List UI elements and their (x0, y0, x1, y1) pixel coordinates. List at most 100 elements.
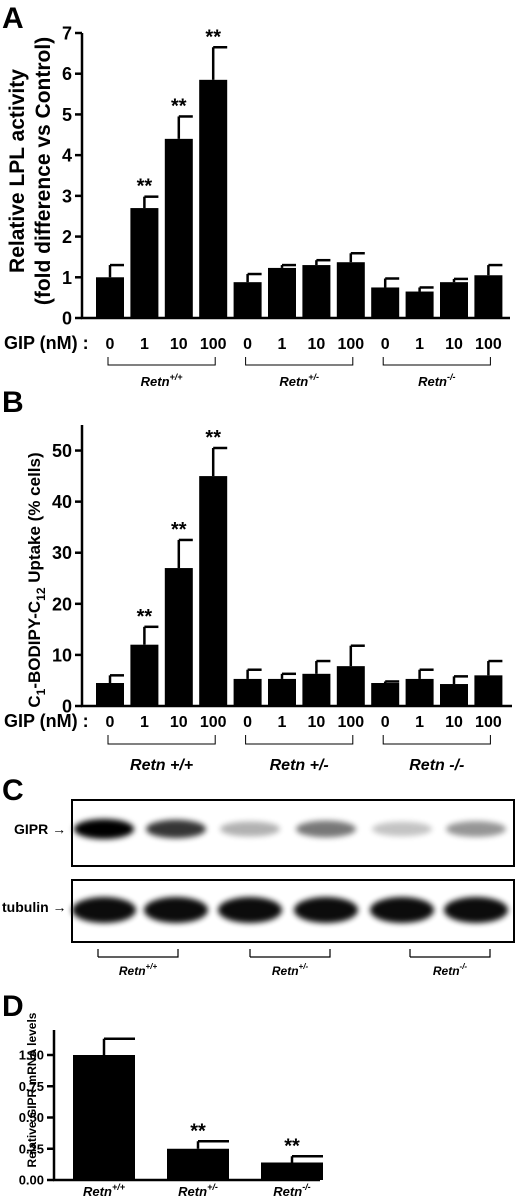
y-tick-label: 40 (52, 492, 72, 512)
chart-d: Relative GIPR mRNA levels 0.000.250.500.… (19, 1012, 323, 1199)
group-bracket (409, 949, 491, 958)
gipr-band (220, 821, 280, 837)
group-bracket (249, 949, 331, 958)
blot-gipr-frame (71, 799, 515, 867)
blot-label-gipr: GIPR → (14, 821, 66, 837)
tubulin-band (444, 897, 508, 923)
gipr-band (146, 819, 206, 839)
panel-letter-c: C (2, 774, 24, 807)
blot-groups: Retn+/+ Retn+/- Retn-/- (97, 949, 491, 978)
bar (268, 678, 296, 706)
chart-b-x-prefix: GIP (nM) : (4, 711, 89, 731)
x-category-label: 10 (308, 336, 326, 353)
gipr-band (74, 819, 134, 839)
chart-a: Relative LPL activity (fold difference v… (4, 23, 510, 389)
significance-mark: ** (137, 606, 153, 628)
y-tick-label: 7 (62, 23, 72, 43)
x-category-label: Retn-/- (273, 1182, 310, 1199)
x-category-label: Retn+/+ (83, 1182, 126, 1199)
bar (73, 1055, 135, 1180)
bar (233, 282, 262, 318)
bar (199, 476, 228, 706)
group-label: Retn +/- (270, 757, 329, 774)
tubulin-band (218, 897, 282, 923)
chart-b: C1-BODIPY-C12 Uptake (% cells) 010203040… (4, 425, 512, 774)
x-category-label: 0 (381, 336, 390, 353)
bar (199, 79, 228, 318)
bar (302, 265, 331, 318)
tubulin-band (294, 897, 358, 923)
gipr-band (446, 821, 506, 837)
bar (96, 683, 124, 706)
significance-mark: ** (284, 1135, 300, 1157)
significance-mark: ** (171, 95, 187, 117)
group-label: Retn -/- (409, 757, 464, 774)
y-tick-label: 20 (52, 594, 72, 614)
blot-label-tubulin: tubulin → (2, 899, 67, 915)
chart-a-x-prefix: GIP (nM) : (4, 333, 89, 353)
y-tick-label: 1.00 (19, 1048, 44, 1063)
x-category-label: 1 (140, 714, 149, 731)
chart-a-ylabel-line1: Relative LPL activity (6, 69, 29, 273)
bar (474, 275, 503, 318)
chart-d-plot: 0.00 0.25 0.50 0.75 1.00 ** ** Retn+/+ Retn+/- Re… (19, 1030, 323, 1199)
bar (371, 287, 400, 318)
bar (336, 666, 365, 706)
x-category-label: 100 (337, 336, 364, 353)
x-category-label: 0 (106, 714, 115, 731)
group-bracket (382, 735, 491, 745)
significance-mark: ** (137, 176, 153, 198)
group-label: Retn-/- (418, 372, 455, 389)
y-tick-label: 0.00 (19, 1173, 44, 1188)
y-tick-label: 30 (52, 543, 72, 563)
x-category-label: 0 (243, 336, 252, 353)
significance-mark: ** (205, 427, 221, 449)
western-blot: GIPR → tubulin → Retn+/+ Retn+/- Retn-/- (2, 799, 515, 978)
y-tick-label: 0 (62, 696, 72, 716)
bar (440, 684, 468, 706)
group-bracket (382, 357, 491, 366)
gipr-band (296, 820, 356, 838)
y-tick-label: 50 (52, 441, 72, 461)
y-tick-label: 0.25 (19, 1141, 44, 1156)
chart-d-ylabel: Relative GIPR mRNA levels (25, 1012, 39, 1167)
x-category-label: 1 (415, 714, 424, 731)
bar (233, 678, 262, 706)
bar (302, 673, 331, 706)
group-label: Retn+/- (272, 962, 309, 978)
x-category-label: 100 (337, 714, 364, 731)
x-category-label: 10 (445, 714, 463, 731)
chart-b-plot: 0 10 20 30 40 50 ** ** ** 0 1 10 100 0 1 10 100 0 1 10 100 Re… (52, 425, 512, 774)
group-bracket (245, 735, 354, 745)
bar (130, 644, 159, 706)
y-tick-label: 3 (62, 186, 72, 206)
tubulin-band (144, 897, 208, 923)
group-label: Retn +/+ (130, 757, 193, 774)
bar (336, 262, 365, 318)
bar (167, 1148, 229, 1180)
group-bracket (97, 949, 179, 958)
gipr-band (372, 821, 432, 837)
y-tick-label: 5 (62, 105, 72, 125)
bar (130, 208, 159, 318)
y-tick-label: 4 (62, 146, 72, 166)
bar (405, 678, 434, 706)
x-category-label: 100 (200, 714, 227, 731)
x-category-label: 10 (170, 714, 188, 731)
x-category-label: 10 (445, 336, 463, 353)
panel-letter-d: D (2, 990, 24, 1023)
x-category-label: 0 (243, 714, 252, 731)
x-category-label: 0 (106, 336, 115, 353)
bar (440, 282, 468, 318)
y-tick-label: 0.50 (19, 1110, 44, 1125)
chart-b-ylabel: C1-BODIPY-C12 Uptake (% cells) (25, 452, 48, 707)
y-tick-label: 0 (62, 308, 72, 328)
bar (474, 675, 503, 706)
significance-mark: ** (171, 519, 187, 541)
x-category-label: 1 (278, 336, 287, 353)
bar (268, 267, 296, 318)
x-category-label: 10 (308, 714, 326, 731)
group-bracket (107, 357, 216, 366)
bar (164, 568, 193, 706)
